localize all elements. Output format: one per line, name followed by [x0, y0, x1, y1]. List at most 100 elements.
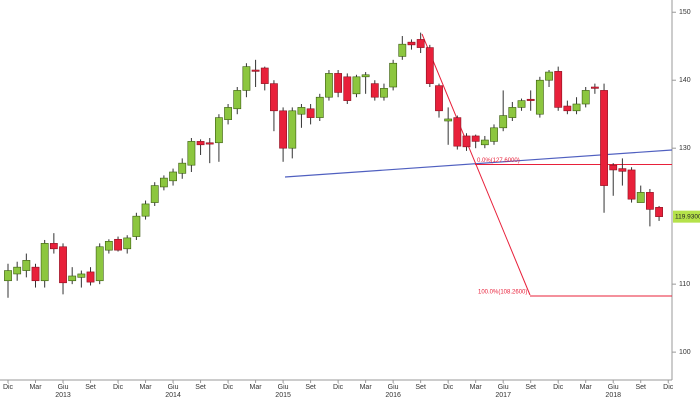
x-tick-label: Dic — [333, 384, 344, 391]
x-tick-label: Dic — [3, 384, 14, 391]
x-tick-label: Set — [635, 384, 646, 391]
candle-body — [114, 238, 122, 251]
x-tick-label: Set — [305, 384, 316, 391]
candle-body — [572, 103, 581, 112]
candle-body — [187, 141, 196, 166]
candle-body — [526, 98, 535, 101]
x-tick-label: Dic — [223, 384, 234, 391]
x-tick-label: Dic — [443, 384, 454, 391]
candle-body — [49, 243, 58, 250]
candle-body — [315, 96, 324, 118]
year-label: 2018 — [605, 392, 621, 399]
candle-body — [416, 39, 425, 48]
y-tick-label: 150 — [679, 9, 691, 16]
candle-body — [499, 115, 508, 129]
candle-body — [444, 118, 453, 122]
x-tick-label: Mar — [580, 384, 593, 391]
candle-body — [627, 169, 636, 200]
candle-body — [260, 67, 269, 84]
year-label: 2017 — [495, 392, 511, 399]
candle-body — [645, 192, 654, 210]
candle-body — [141, 203, 150, 217]
fib-level-label: 100.0%(108.2600) — [478, 290, 527, 296]
candle-body — [563, 105, 572, 112]
x-tick-label: Giu — [608, 384, 619, 391]
candle-body — [490, 127, 498, 142]
candle-body — [123, 237, 132, 250]
year-label: 2013 — [55, 392, 71, 399]
x-tick-label: Giu — [278, 384, 289, 391]
candle-body — [508, 107, 517, 118]
year-label: 2014 — [165, 392, 181, 399]
year-label: 2015 — [275, 392, 291, 399]
candle-body — [13, 266, 22, 275]
candle-body — [370, 83, 379, 98]
candle-body — [279, 110, 287, 149]
candle-body — [380, 88, 388, 98]
x-tick-label: Dic — [663, 384, 674, 391]
x-tick-label: Set — [195, 384, 206, 391]
candle-body — [159, 177, 168, 188]
x-tick-label: Giu — [168, 384, 179, 391]
candle-body — [224, 107, 232, 120]
candle-body — [618, 168, 627, 172]
y-tick-label: 130 — [679, 145, 691, 152]
last-price-box — [673, 210, 700, 223]
candle-body — [334, 73, 343, 93]
x-tick-label: Set — [415, 384, 426, 391]
candle-body — [535, 79, 544, 115]
candle-body — [215, 117, 223, 144]
candle-body — [453, 117, 462, 147]
candle-body — [31, 266, 40, 282]
candle-body — [480, 139, 489, 146]
candle-body — [77, 273, 86, 278]
candle-body — [22, 260, 31, 271]
y-tick-label: 140 — [679, 77, 691, 84]
x-tick-label: Giu — [388, 384, 399, 391]
candle-body — [554, 71, 563, 108]
candle-body — [251, 69, 260, 72]
x-tick-label: Set — [85, 384, 96, 391]
candle-body — [462, 135, 471, 148]
candle-body — [600, 90, 608, 186]
candle-body — [407, 41, 416, 46]
candle-body — [352, 76, 361, 95]
x-tick-label: Mar — [140, 384, 153, 391]
candle-body — [288, 110, 297, 149]
x-tick-label: Dic — [553, 384, 564, 391]
candle-body — [169, 171, 177, 182]
candle-body — [517, 100, 526, 108]
candle-body — [435, 85, 443, 112]
candle-body — [150, 185, 159, 203]
x-tick-label: Mar — [360, 384, 373, 391]
x-tick-label: Mar — [250, 384, 263, 391]
candle-body — [306, 108, 315, 118]
candle-body — [343, 76, 352, 101]
candle-body — [581, 90, 590, 105]
candle-body — [545, 71, 553, 81]
candle-body — [95, 246, 104, 282]
candle-body — [68, 275, 77, 282]
candle-body — [40, 243, 49, 282]
candle-body — [242, 66, 251, 91]
year-label: 2016 — [385, 392, 401, 399]
x-tick-label: Dic — [113, 384, 124, 391]
x-tick-label: Giu — [58, 384, 69, 391]
x-tick-label: Mar — [470, 384, 483, 391]
last-price-label: 119.9300 — [675, 213, 700, 220]
candle-body — [205, 142, 214, 145]
candle-body — [132, 215, 141, 237]
candle-body — [178, 162, 187, 174]
candle-body — [104, 241, 113, 251]
x-tick-label: Giu — [498, 384, 509, 391]
candle-body — [361, 74, 370, 78]
candle-body — [636, 192, 645, 203]
candle-body — [655, 207, 663, 217]
y-tick-label: 100 — [679, 349, 691, 356]
candle-body — [590, 86, 599, 89]
candle-body — [59, 246, 67, 284]
candle-body — [297, 107, 306, 115]
x-tick-label: Mar — [29, 384, 42, 391]
